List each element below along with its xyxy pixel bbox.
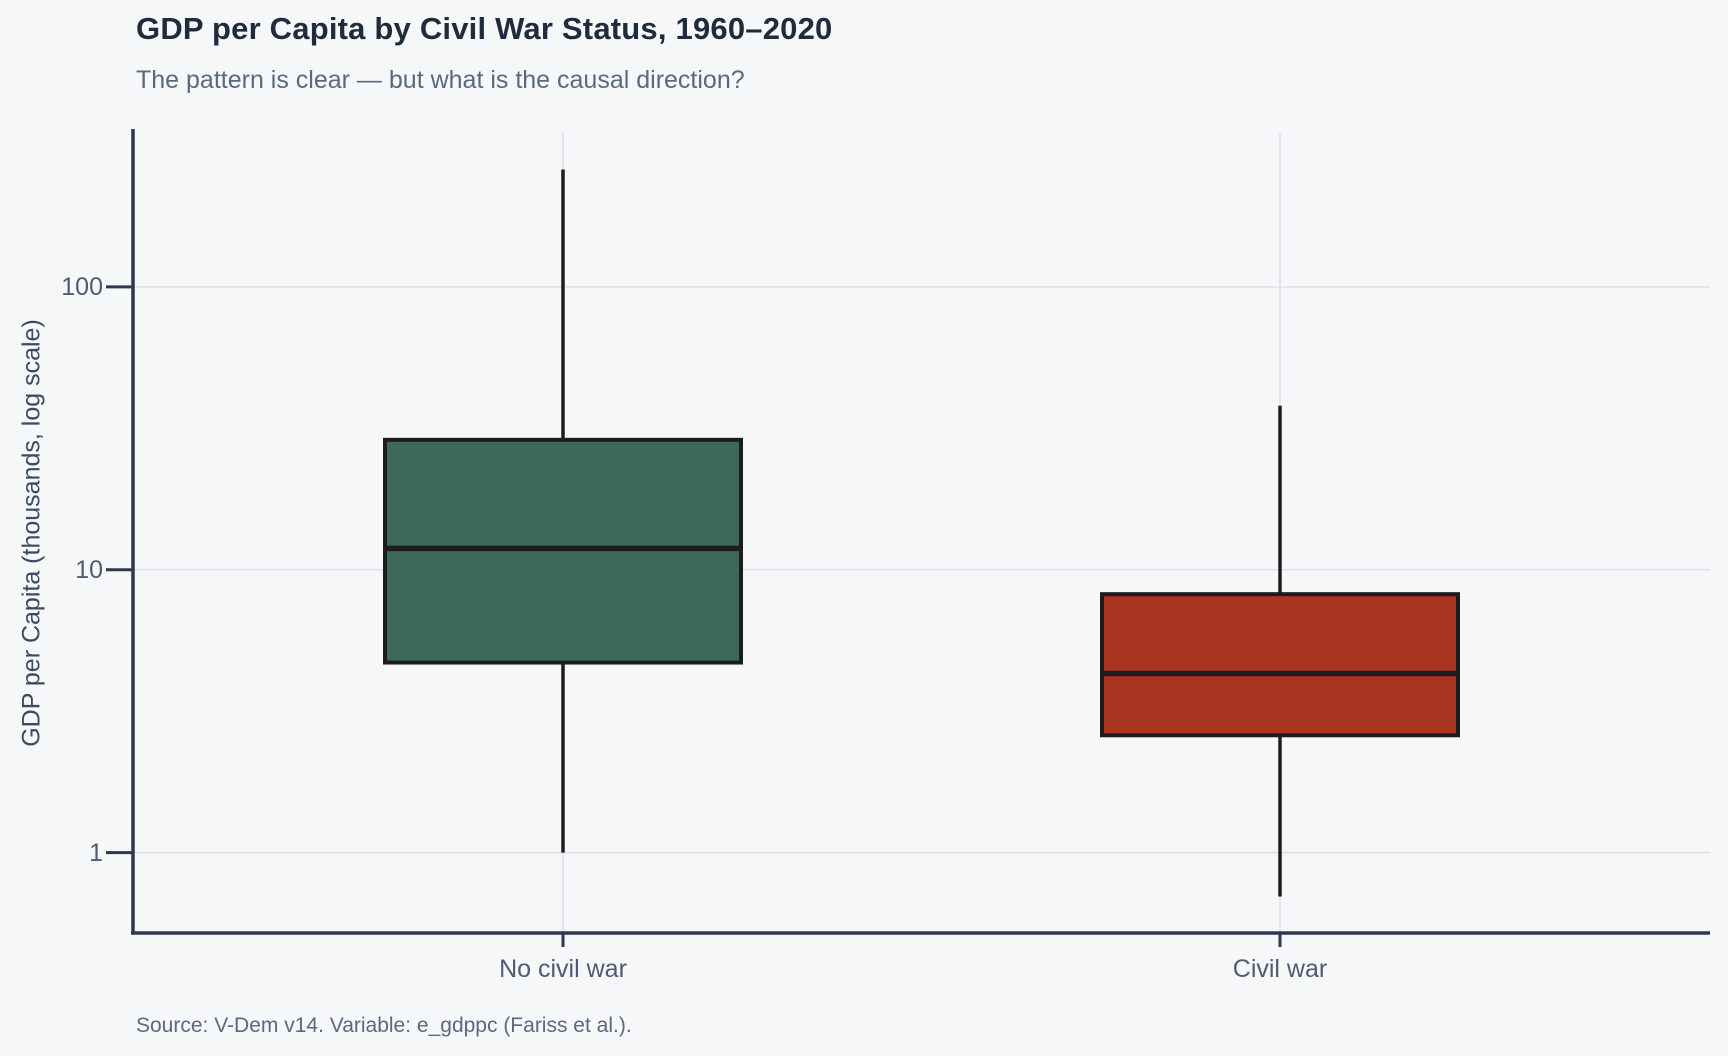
chart-subtitle: The pattern is clear — but what is the c… — [136, 66, 745, 94]
box-civil-war — [1100, 592, 1460, 738]
source-note: Source: V-Dem v14. Variable: e_gdppc (Fa… — [136, 1014, 632, 1037]
box-no-civil-war — [383, 437, 743, 665]
chart-title: GDP per Capita by Civil War Status, 1960… — [136, 11, 833, 46]
